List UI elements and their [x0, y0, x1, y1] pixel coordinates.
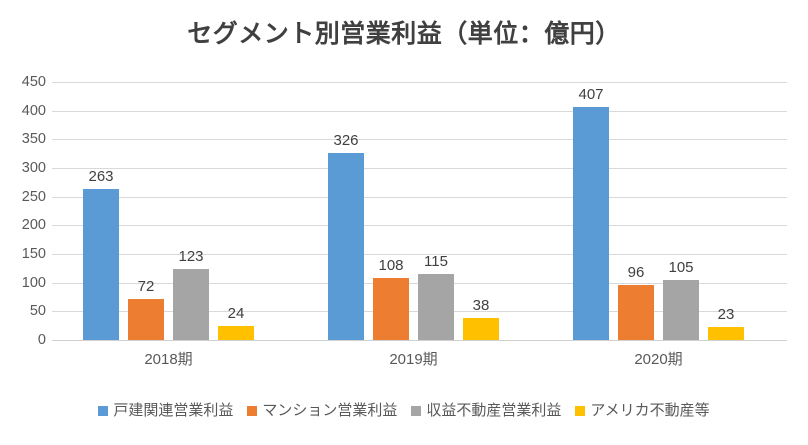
- x-axis-category-label: 2019期: [389, 351, 438, 368]
- bar[interactable]: [128, 298, 164, 340]
- bar-value-label: 326: [333, 132, 359, 150]
- bar-column[interactable]: 115: [418, 82, 454, 340]
- gridline: [52, 254, 787, 255]
- bar-column[interactable]: 38: [463, 82, 499, 340]
- bar-column[interactable]: 326: [328, 82, 364, 340]
- legend-swatch-icon: [411, 405, 422, 416]
- y-axis-tick-label: 350: [21, 131, 46, 148]
- legend-swatch-icon: [575, 405, 586, 416]
- bar-column[interactable]: 263: [83, 82, 119, 340]
- bar[interactable]: [708, 326, 744, 340]
- bar-column[interactable]: 105: [663, 82, 699, 340]
- bar-value-label: 263: [88, 168, 114, 186]
- legend-item[interactable]: アメリカ不動産等: [575, 402, 710, 419]
- legend-swatch-icon: [98, 405, 109, 416]
- bar-column[interactable]: 96: [618, 82, 654, 340]
- y-axis-tick-label: 200: [21, 217, 46, 234]
- bar-value-label: 123: [178, 248, 204, 266]
- legend-swatch-icon: [247, 405, 258, 416]
- x-axis-category-label: 2018期: [144, 351, 193, 368]
- bar-column[interactable]: 72: [128, 82, 164, 340]
- bar-value-label: 72: [137, 277, 155, 295]
- bar-value-label: 96: [627, 263, 645, 281]
- bar-value-label: 105: [668, 258, 694, 276]
- bar-column[interactable]: 108: [373, 82, 409, 340]
- bar-value-label: 23: [717, 305, 735, 323]
- bar-column[interactable]: 407: [573, 82, 609, 340]
- y-axis-tick-label: 150: [21, 245, 46, 262]
- y-axis-tick-label: 100: [21, 274, 46, 291]
- bar-group: 326 108 115 38: [297, 82, 542, 340]
- bar[interactable]: [463, 318, 499, 340]
- legend-item[interactable]: 収益不動産営業利益: [411, 403, 561, 418]
- y-axis-tick-label: 50: [29, 303, 46, 320]
- legend-label: 収益不動産営業利益: [426, 402, 562, 419]
- bar[interactable]: [328, 153, 364, 340]
- y-axis-tick-label: 250: [21, 188, 46, 205]
- bar[interactable]: [173, 269, 209, 340]
- gridline: [52, 110, 787, 112]
- legend-item[interactable]: 戸建関連営業利益: [98, 403, 233, 418]
- y-axis-tick-label: 400: [21, 102, 46, 119]
- bar-value-label: 407: [578, 85, 604, 103]
- bar[interactable]: [573, 106, 609, 340]
- bar-group: 407 96 105 23: [542, 82, 787, 340]
- bar-column[interactable]: 24: [218, 82, 254, 340]
- gridline: [52, 168, 787, 169]
- plot-area: 263 72 123 24 326 108 115 38 407 96 105 23: [52, 82, 787, 341]
- bar[interactable]: [218, 326, 254, 340]
- bar[interactable]: [663, 279, 699, 340]
- gridline: [52, 196, 787, 198]
- bar-column[interactable]: 123: [173, 82, 209, 340]
- x-axis-category-label: 2020期: [634, 351, 683, 368]
- bar[interactable]: [418, 274, 454, 340]
- gridline: [52, 82, 787, 83]
- legend-label: マンション営業利益: [262, 402, 398, 419]
- legend-label: アメリカ不動産等: [590, 402, 710, 419]
- y-axis-tick-label: 0: [37, 331, 46, 348]
- bar-value-label: 115: [424, 253, 448, 271]
- bar[interactable]: [83, 189, 119, 340]
- bar[interactable]: [618, 284, 654, 340]
- y-axis: 450 400 350 300 250 200 150 100 50 0: [0, 75, 46, 347]
- chart-legend: 戸建関連営業利益 マンション営業利益 収益不動産営業利益 アメリカ不動産等: [0, 403, 808, 418]
- bar-value-label: 24: [227, 305, 245, 323]
- legend-item[interactable]: マンション営業利益: [247, 403, 397, 418]
- bar-value-label: 38: [472, 297, 490, 315]
- bar-group: 263 72 123 24: [52, 82, 297, 340]
- bar-value-label: 108: [378, 257, 404, 275]
- legend-label: 戸建関連営業利益: [113, 402, 234, 419]
- gridline: [52, 139, 787, 141]
- gridline: [52, 340, 787, 341]
- chart-title: セグメント別営業利益（単位：億円）: [187, 20, 621, 48]
- y-axis-tick-label: 300: [21, 159, 46, 176]
- x-axis: 2018期 2019期 2020期: [52, 352, 787, 376]
- bar-column[interactable]: 23: [708, 82, 744, 340]
- bar[interactable]: [373, 278, 409, 340]
- y-axis-tick-label: 450: [21, 73, 46, 90]
- gridline: [52, 225, 787, 227]
